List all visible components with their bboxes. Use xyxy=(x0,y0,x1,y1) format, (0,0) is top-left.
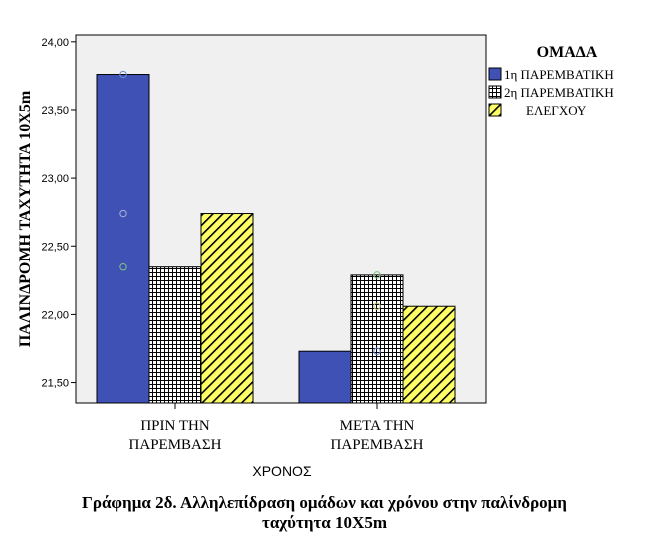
figure-caption: Γράφημα 2δ. Αλληλεπίδραση ομάδων και χρό… xyxy=(0,493,649,533)
legend-label-3: ΕΛΕΓΧΟΥ xyxy=(526,103,587,118)
legend-swatch-3 xyxy=(488,103,502,117)
bar-2-1 xyxy=(298,350,352,404)
legend-label-1: 1η ΠΑΡΕΜΒΑΤΙΚΗ xyxy=(504,67,614,82)
bar-2-3 xyxy=(402,305,456,404)
x-tick-label-1: ΠΡΙΝ ΤΗΝ ΠΑΡΕΜΒΑΣΗ xyxy=(129,418,222,453)
y-tick-label-4: 23,00 xyxy=(41,173,69,185)
chart: 21,50 22,00 22,50 23,00 23,50 24,00 ΠΡΙΝ ΤΗΝ ΠΑ… xyxy=(17,34,614,479)
caption-line-2: ταχύτητα 10X5m xyxy=(261,513,387,532)
data-marker-1 xyxy=(119,70,127,79)
data-marker-3 xyxy=(119,263,127,271)
legend-label-2: 2η ΠΑΡΕΜΒΑΤΙΚΗ xyxy=(504,85,614,100)
legend-title: ΟΜΑΔΑ xyxy=(537,44,598,61)
y-tick-label-2: 22,00 xyxy=(41,309,69,321)
caption-line-1: Γράφημα 2δ. Αλληλεπίδραση ομάδων και χρό… xyxy=(82,493,567,512)
y-tick-label-5: 23,50 xyxy=(41,105,69,117)
x-axis-title: ΧΡΟΝΟΣ xyxy=(252,463,312,479)
y-tick-label-1: 21,50 xyxy=(41,378,69,390)
bar-2-2 xyxy=(350,274,404,404)
bar-1-2 xyxy=(148,266,202,404)
y-tick-label-3: 22,50 xyxy=(41,241,69,253)
data-marker-6 xyxy=(373,347,381,355)
data-marker-4 xyxy=(373,271,381,279)
bar-1-3 xyxy=(200,213,254,404)
legend-swatch-2 xyxy=(488,85,502,99)
data-marker-2 xyxy=(119,209,127,218)
data-marker-5 xyxy=(373,302,381,310)
y-tick-label-6: 24,00 xyxy=(41,37,69,49)
bar-1-1 xyxy=(96,74,150,404)
y-axis-title: ΠΑΛΙΝΔΡΟΜΗ ΤΑΧΥΤΗΤΑ 10X5m xyxy=(17,90,34,347)
x-tick-label-2: ΜΕΤΑ ΤΗΝ ΠΑΡΕΜΒΑΣΗ xyxy=(331,418,424,453)
legend-swatch-1 xyxy=(488,67,502,81)
